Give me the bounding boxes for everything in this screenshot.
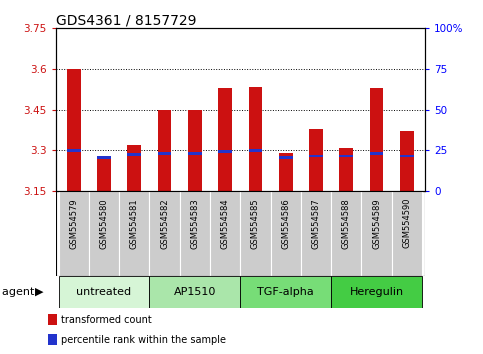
Text: GSM554582: GSM554582 bbox=[160, 198, 169, 249]
Bar bbox=[97, 156, 111, 191]
Text: GDS4361 / 8157729: GDS4361 / 8157729 bbox=[56, 13, 196, 27]
Text: GSM554583: GSM554583 bbox=[190, 198, 199, 249]
Text: GSM554584: GSM554584 bbox=[221, 198, 229, 249]
Bar bbox=[188, 152, 202, 154]
Bar bbox=[249, 87, 262, 191]
Bar bbox=[370, 152, 384, 154]
Bar bbox=[241, 191, 270, 276]
Bar bbox=[48, 335, 57, 346]
Bar bbox=[392, 191, 422, 276]
Text: GSM554588: GSM554588 bbox=[342, 198, 351, 249]
Bar bbox=[340, 154, 353, 157]
Bar bbox=[128, 145, 141, 191]
Bar bbox=[48, 314, 57, 325]
Bar bbox=[58, 276, 149, 308]
Bar bbox=[218, 150, 232, 153]
Text: untreated: untreated bbox=[76, 287, 131, 297]
Bar bbox=[149, 191, 180, 276]
Text: GSM554587: GSM554587 bbox=[312, 198, 321, 249]
Text: GSM554586: GSM554586 bbox=[281, 198, 290, 249]
Text: GSM554585: GSM554585 bbox=[251, 198, 260, 249]
Bar bbox=[301, 191, 331, 276]
Bar bbox=[67, 149, 81, 152]
Bar bbox=[309, 154, 323, 157]
Bar bbox=[58, 191, 89, 276]
Text: GSM554589: GSM554589 bbox=[372, 198, 381, 249]
Text: TGF-alpha: TGF-alpha bbox=[257, 287, 314, 297]
Bar bbox=[149, 276, 241, 308]
Text: ▶: ▶ bbox=[35, 287, 43, 297]
Bar bbox=[331, 276, 422, 308]
Text: agent: agent bbox=[2, 287, 38, 297]
Bar bbox=[279, 153, 293, 191]
Bar bbox=[270, 191, 301, 276]
Bar bbox=[180, 191, 210, 276]
Text: GSM554590: GSM554590 bbox=[402, 198, 412, 249]
Bar bbox=[119, 191, 149, 276]
Text: Heregulin: Heregulin bbox=[350, 287, 404, 297]
Bar bbox=[309, 129, 323, 191]
Text: AP1510: AP1510 bbox=[174, 287, 216, 297]
Bar bbox=[158, 110, 171, 191]
Text: GSM554579: GSM554579 bbox=[69, 198, 78, 249]
Bar bbox=[340, 148, 353, 191]
Bar bbox=[210, 191, 241, 276]
Bar bbox=[218, 88, 232, 191]
Bar bbox=[400, 131, 413, 191]
Bar bbox=[188, 110, 202, 191]
Bar bbox=[158, 152, 171, 154]
Bar bbox=[361, 191, 392, 276]
Bar bbox=[400, 154, 413, 157]
Bar bbox=[249, 149, 262, 152]
Text: GSM554581: GSM554581 bbox=[130, 198, 139, 249]
Bar bbox=[279, 156, 293, 159]
Bar bbox=[128, 153, 141, 156]
Bar bbox=[89, 191, 119, 276]
Text: GSM554580: GSM554580 bbox=[99, 198, 109, 249]
Bar bbox=[241, 276, 331, 308]
Text: percentile rank within the sample: percentile rank within the sample bbox=[61, 335, 227, 345]
Text: transformed count: transformed count bbox=[61, 315, 152, 325]
Bar bbox=[97, 156, 111, 159]
Bar bbox=[370, 88, 384, 191]
Bar bbox=[67, 69, 81, 191]
Bar bbox=[331, 191, 361, 276]
